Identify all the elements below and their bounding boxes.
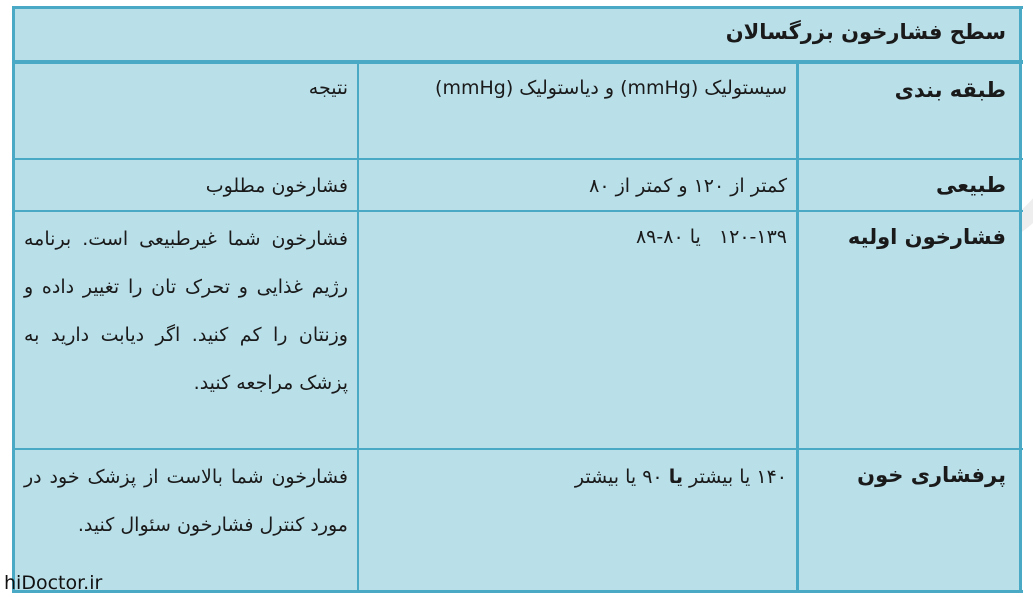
border-top (12, 6, 1023, 9)
row-prehypertension-result: فشارخون شما غیرطبیعی است. برنامه رژیم غذ… (14, 211, 358, 449)
divider-title (12, 60, 1023, 64)
row-hypertension-result: فشارخون شما بالاست از پزشک خود در مورد ک… (14, 449, 358, 592)
header-category: طبقه بندی (797, 62, 1020, 159)
values-part2: ۹۰ یا بیشتر (574, 466, 663, 488)
divider-row (12, 158, 1023, 160)
table-title: سطح فشارخون بزرگسالان (14, 8, 1020, 62)
header-result: نتیجه (14, 62, 358, 159)
border-bottom (12, 590, 1023, 593)
border-right (1019, 6, 1022, 593)
header-values: سیستولیک (mmHg) و دیاستولیک (mmHg) (358, 62, 797, 159)
watermark-logo: hiDoctor.ir (4, 572, 103, 594)
row-normal-category: طبیعی (797, 159, 1020, 211)
divider-row (12, 448, 1023, 450)
border-left (12, 6, 15, 593)
row-normal-values: کمتر از ۱۲۰ و کمتر از ۸۰ (358, 159, 797, 211)
row-normal-result: فشارخون مطلوب (14, 159, 358, 211)
row-prehypertension-category: فشارخون اولیه (797, 211, 1020, 449)
divider-row (12, 210, 1023, 212)
values-part1: ۱۴۰ یا بیشتر (689, 466, 787, 488)
row-hypertension-values: ۱۴۰ یا بیشتر یا ۹۰ یا بیشتر (358, 449, 797, 592)
divider-col (796, 62, 799, 592)
divider-col (357, 62, 359, 592)
row-prehypertension-values: ۱۲۰-۱۳۹ یا ۸۰-۸۹ (358, 211, 797, 449)
row-hypertension-category: پرفشاری خون (797, 449, 1020, 592)
values-or-bold: یا (668, 466, 683, 488)
